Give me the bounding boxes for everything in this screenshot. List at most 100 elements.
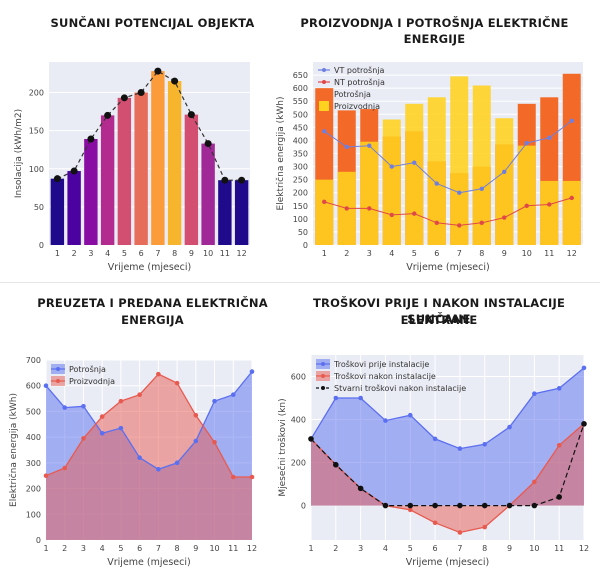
c4-point-stvarni [308, 436, 314, 442]
c4-point [581, 365, 587, 371]
c2-legend-marker [322, 68, 326, 72]
c2-xtick-label: 7 [457, 249, 462, 258]
c1-point [171, 77, 179, 85]
c3-xtick-label: 1 [43, 544, 48, 553]
c4-xtick-label: 3 [358, 544, 363, 553]
c4-point [383, 418, 388, 423]
panel-divider [0, 282, 600, 283]
c3-xtick-label: 4 [100, 544, 105, 553]
chart1-title: SUNČANI POTENCIJAL OBJEKTA [50, 16, 255, 30]
c3-ytick-label: 200 [26, 485, 41, 494]
c4-point-stvarni [556, 494, 562, 500]
c2-xtick-label: 6 [434, 249, 439, 258]
c3-legend-marker [56, 367, 60, 371]
c1-bar [151, 71, 165, 246]
c3-legend-marker [56, 379, 60, 383]
c3-area-potrosnja [46, 371, 252, 540]
c4-line-nakon [310, 423, 585, 534]
c1-yaxis-label: Insolacija (kWh/m2) [14, 109, 24, 198]
c4-point [333, 395, 339, 401]
c2-point-nt [389, 212, 394, 218]
c2-legend-label: Proizvodnja [334, 102, 380, 111]
c2-plot-bg [313, 62, 583, 245]
c2-bar-potrosnja [495, 144, 514, 245]
c4-point [556, 386, 562, 391]
c2-bar-potrosnja [562, 73, 581, 245]
c1-xtick-label: 11 [220, 249, 230, 258]
c1-ytick-label: 200 [29, 89, 44, 98]
c4-xtick-label: 10 [529, 544, 539, 553]
c4-point-stvarni [506, 502, 513, 509]
c1-bar [50, 178, 65, 245]
c4-legend-label: Troškovi prije instalacije [333, 359, 429, 369]
c3-xtick-label: 2 [62, 544, 67, 553]
c4-xtick-label: 8 [482, 544, 487, 553]
c2-bar-potrosnja [382, 136, 401, 245]
c1-ytick-label: 100 [29, 165, 44, 174]
c2-bar-potrosnja [337, 110, 356, 245]
c4-point [532, 391, 537, 397]
c4-point-stvarni [382, 502, 389, 509]
c4-point [581, 421, 587, 427]
c3-ytick-label: 500 [26, 407, 41, 416]
c1-point [70, 167, 78, 175]
c2-ytick-label: 100 [293, 215, 308, 224]
c2-ytick-label: 450 [293, 123, 308, 132]
c4-point [556, 443, 562, 448]
c4-legend-swatch [316, 371, 330, 381]
c4-xtick-label: 7 [457, 544, 462, 553]
c3-legend-swatch [51, 376, 65, 386]
c3-xtick-label: 7 [156, 544, 161, 553]
c1-point [204, 140, 212, 148]
c1-xtick-label: 12 [237, 249, 247, 258]
c2-point-nt [569, 195, 574, 201]
chart2-title: PROIZVODNJA I POTROŠNJA ELEKTRIČNE ENERG… [300, 16, 569, 46]
c1-point [137, 89, 145, 96]
c1-bar [84, 139, 98, 245]
c4-point-stvarni [481, 502, 488, 509]
c2-xtick-label: 4 [389, 249, 394, 258]
c2-point-vt [322, 129, 327, 134]
c2-legend-label: Potrošnja [334, 89, 371, 99]
c2-xtick-label: 9 [502, 249, 507, 258]
c4-point [358, 395, 363, 401]
c4-xtick-label: 11 [554, 544, 564, 553]
c1-bar [100, 115, 115, 245]
c3-ytick-label: 300 [26, 459, 41, 468]
c3-line-proizvodnja [45, 373, 252, 478]
c1-xtick-label: 10 [203, 249, 213, 258]
c3-point [249, 369, 255, 374]
c3-line-potrosnja [45, 371, 253, 471]
c3-point [212, 439, 217, 445]
c3-point [62, 405, 68, 410]
c2-legend-swatch [319, 89, 329, 99]
c4-area-prije [311, 367, 584, 506]
c1-bar [218, 180, 232, 245]
c2-xtick-label: 5 [412, 249, 417, 258]
c2-yaxis-label: Električna energija (kWh) [275, 97, 286, 211]
c3-xtick-label: 12 [247, 544, 257, 553]
c2-xtick-label: 10 [522, 249, 532, 258]
c2-point-nt [524, 203, 529, 208]
c2-point-vt [344, 144, 349, 150]
c2-bar-proizvodnja [405, 103, 424, 245]
c1-point [87, 135, 95, 143]
c3-point [81, 436, 86, 441]
c4-line-prije [310, 367, 585, 450]
c2-point-nt [434, 220, 439, 225]
c2-ytick-label: 300 [293, 163, 308, 172]
c2-legend-swatch [319, 101, 329, 111]
c4-plot-bg [311, 355, 584, 540]
c3-ytick-label: 100 [26, 510, 41, 519]
c4-xtick-label: 5 [408, 544, 413, 553]
c1-point [238, 176, 246, 184]
c4-point-stvarni [333, 461, 339, 468]
c2-point-vt [524, 140, 529, 146]
c2-ytick-label: 250 [293, 176, 308, 185]
c1-xtick-label: 7 [155, 249, 160, 258]
c4-xtick-label: 4 [383, 544, 388, 553]
c2-bar-proizvodnja [382, 119, 401, 245]
c2-bar-potrosnja [315, 88, 334, 246]
c2-point-nt [344, 206, 349, 211]
